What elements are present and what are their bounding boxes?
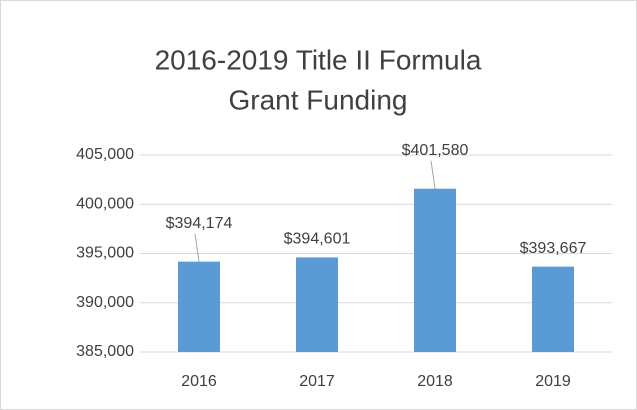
x-tick-label: 2019	[535, 373, 571, 390]
x-tick-label: 2016	[181, 373, 217, 390]
y-tick-label: 405,000	[76, 146, 134, 163]
y-tick-label: 400,000	[76, 195, 134, 212]
bar	[178, 261, 220, 352]
bar	[296, 257, 338, 352]
chart-title: 2016-2019 Title II Formula	[155, 44, 482, 75]
data-label: $394,174	[166, 215, 233, 232]
bar	[414, 188, 456, 352]
leader-line	[430, 160, 436, 189]
data-label: $393,667	[520, 240, 587, 257]
y-tick-label: 390,000	[76, 294, 134, 311]
x-tick-label: 2017	[299, 373, 335, 390]
chart-title: Grant Funding	[229, 84, 408, 115]
y-tick-label: 385,000	[76, 343, 134, 360]
leader-line	[194, 233, 200, 262]
x-tick-label: 2018	[417, 373, 453, 390]
bar	[532, 266, 574, 352]
data-label: $394,601	[284, 231, 351, 248]
data-label: $401,580	[402, 142, 469, 159]
y-tick-label: 395,000	[76, 245, 134, 262]
